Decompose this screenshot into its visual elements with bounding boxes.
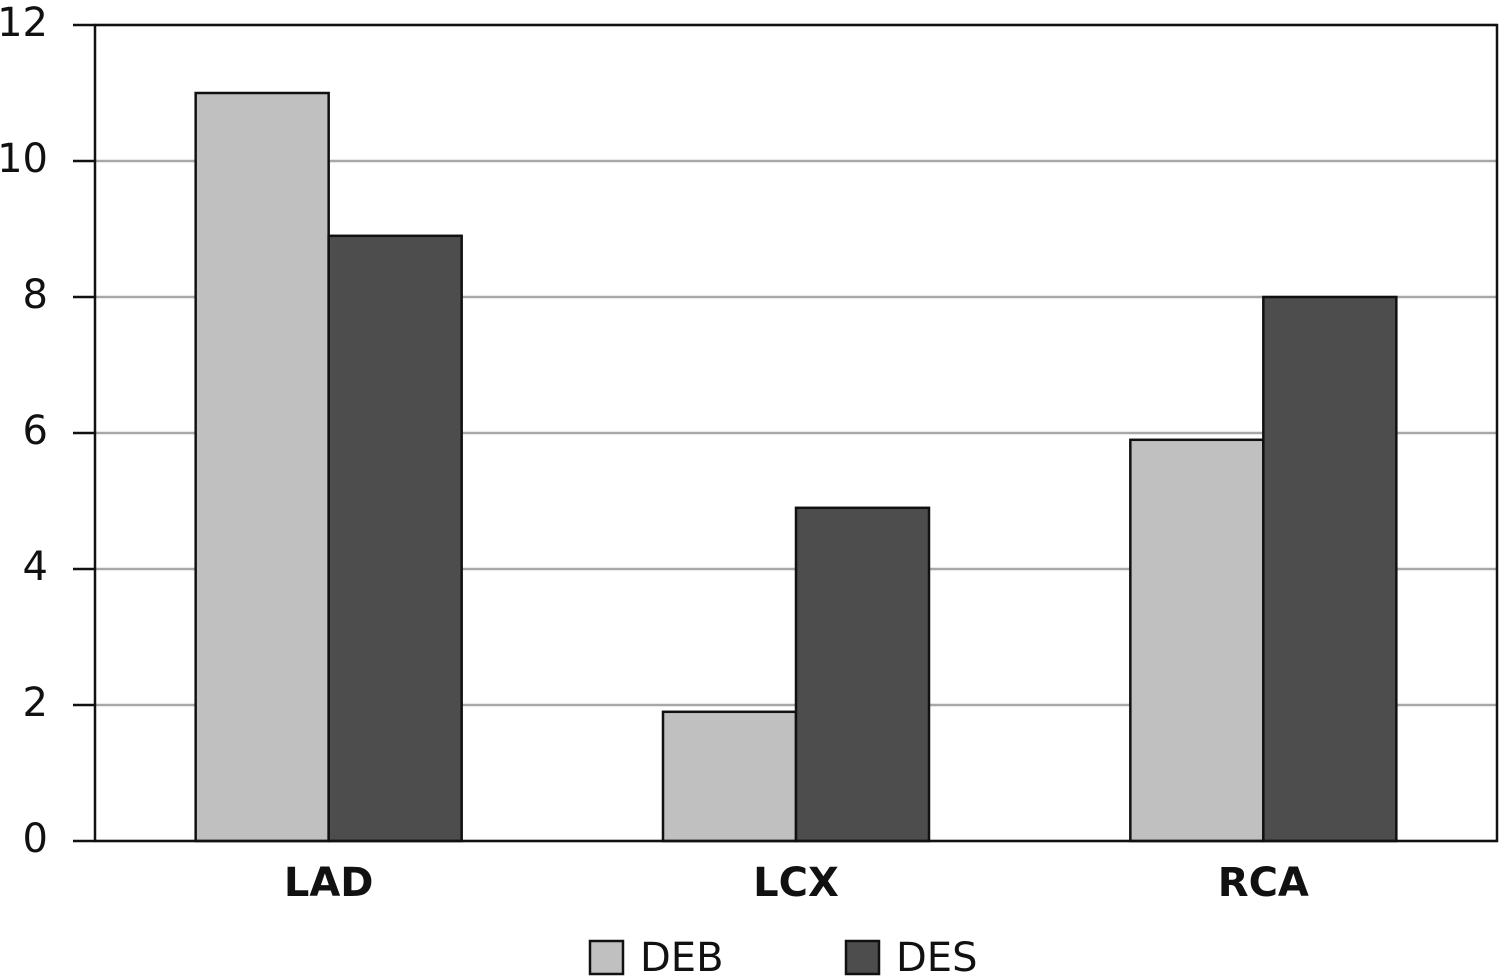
x-tick-label: LAD [284, 860, 374, 906]
bar [327, 234, 463, 843]
y-tick-label: 0 [23, 816, 48, 862]
legend-swatch [844, 939, 881, 976]
bar [194, 91, 330, 843]
y-tick-label: 6 [23, 408, 48, 454]
y-tick-label: 4 [23, 544, 48, 590]
bar [661, 710, 798, 843]
y-tick-label: 12 [0, 0, 48, 46]
legend-label: DEB [640, 935, 724, 978]
legend-swatch [588, 939, 625, 976]
bar [1129, 438, 1265, 843]
legend-label: DES [896, 935, 977, 978]
y-tick-label: 8 [23, 272, 48, 318]
bar [794, 506, 931, 843]
x-tick-label: LCX [753, 860, 839, 906]
y-tick-label: 10 [0, 136, 48, 182]
x-tick-label: RCA [1218, 860, 1309, 906]
bar [1262, 295, 1398, 843]
y-tick-label: 2 [23, 680, 48, 726]
plot-frame [93, 23, 1499, 843]
